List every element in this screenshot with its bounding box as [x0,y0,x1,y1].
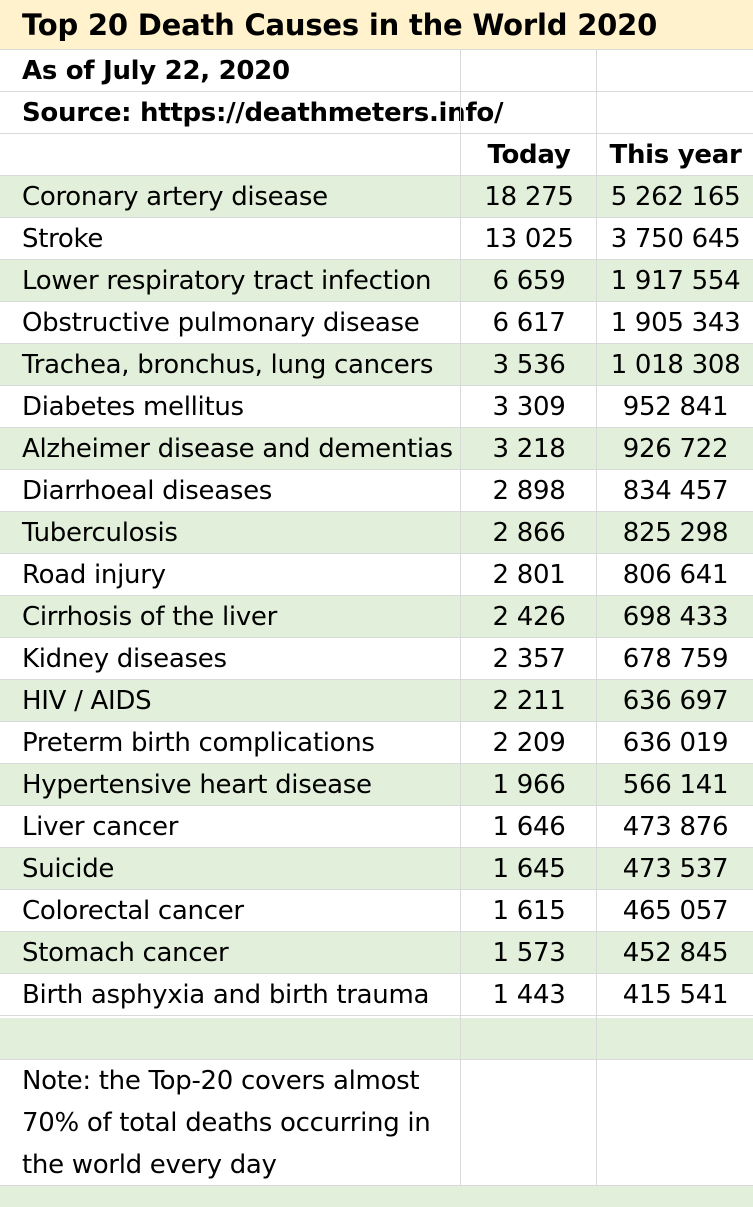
cause-cell: Liver cancer [22,811,179,842]
cause-cell: Stroke [22,223,104,254]
today-cell: 1 615 [492,895,566,926]
column-divider [460,50,461,1186]
today-cell: 2 211 [492,685,566,716]
column-header-today: Today [487,139,571,170]
table-row: Alzheimer disease and dementias 3 218 926 … [0,428,753,470]
cause-cell: Tuberculosis [22,517,178,548]
table-row: Cirrhosis of the liver 2 426 698 433 [0,596,753,638]
table-row: Coronary artery disease 18 275 5 262 165 [0,176,753,218]
cause-cell: Suicide [22,853,115,884]
this-year-cell: 465 057 [622,895,729,926]
table-row: Lower respiratory tract infection 6 659 1 … [0,260,753,302]
today-cell: 13 025 [484,223,574,254]
table-row: Road injury 2 801 806 641 [0,554,753,596]
today-cell: 3 309 [492,391,566,422]
cause-cell: Road injury [22,559,166,590]
table-row: Colorectal cancer 1 615 465 057 [0,890,753,932]
this-year-cell: 473 537 [622,853,729,884]
today-cell: 2 898 [492,475,566,506]
table-row: Stroke 13 025 3 750 645 [0,218,753,260]
table-row: HIV / AIDS 2 211 636 697 [0,680,753,722]
cause-cell: Lower respiratory tract infection [22,265,432,296]
today-cell: 1 645 [492,853,566,884]
cause-cell: Hypertensive heart disease [22,769,372,800]
today-cell: 2 866 [492,517,566,548]
cause-cell: Obstructive pulmonary disease [22,307,420,338]
today-cell: 2 357 [492,643,566,674]
this-year-cell: 636 697 [622,685,729,716]
cause-cell: Colorectal cancer [22,895,244,926]
cause-cell: Kidney diseases [22,643,227,674]
this-year-cell: 825 298 [622,517,729,548]
today-cell: 1 443 [492,979,566,1010]
table-row: Suicide 1 645 473 537 [0,848,753,890]
today-cell: 6 659 [492,265,566,296]
table-row: Trachea, bronchus, lung cancers 3 536 1 01… [0,344,753,386]
this-year-cell: 806 641 [622,559,729,590]
table-row: Obstructive pulmonary disease 6 617 1 905 … [0,302,753,344]
this-year-cell: 952 841 [622,391,729,422]
table-row: Kidney diseases 2 357 678 759 [0,638,753,680]
this-year-cell: 834 457 [622,475,729,506]
this-year-cell: 452 845 [622,937,729,968]
today-cell: 3 536 [492,349,566,380]
cause-cell: Coronary artery disease [22,181,328,212]
column-divider [596,50,597,1186]
today-cell: 1 573 [492,937,566,968]
title-row: Top 20 Death Causes in the World 2020 [0,0,753,50]
bottom-row [0,1186,753,1207]
cause-cell: HIV / AIDS [22,685,152,716]
this-year-cell: 926 722 [622,433,729,464]
table-row: Diarrhoeal diseases 2 898 834 457 [0,470,753,512]
column-header-this-year: This year [609,139,742,170]
this-year-cell: 678 759 [622,643,729,674]
table-row: Tuberculosis 2 866 825 298 [0,512,753,554]
this-year-cell: 566 141 [622,769,729,800]
table-row: Diabetes mellitus 3 309 952 841 [0,386,753,428]
this-year-cell: 1 917 554 [610,265,741,296]
table-row: Hypertensive heart disease 1 966 566 141 [0,764,753,806]
note-text: Note: the Top-20 covers almost 70% of to… [22,1066,431,1180]
today-cell: 2 209 [492,727,566,758]
this-year-cell: 1 018 308 [610,349,741,380]
table-row: Birth asphyxia and birth trauma 1 443 415 … [0,974,753,1016]
cause-cell: Diarrhoeal diseases [22,475,273,506]
cause-cell: Preterm birth complications [22,727,375,758]
page-title: Top 20 Death Causes in the World 2020 [22,7,658,42]
this-year-cell: 415 541 [622,979,729,1010]
this-year-cell: 473 876 [622,811,729,842]
cause-cell: Trachea, bronchus, lung cancers [22,349,434,380]
date-row: As of July 22, 2020 [0,50,753,92]
today-cell: 1 646 [492,811,566,842]
today-cell: 3 218 [492,433,566,464]
cause-cell: Diabetes mellitus [22,391,244,422]
cause-cell: Birth asphyxia and birth trauma [22,979,430,1010]
today-cell: 2 426 [492,601,566,632]
cause-cell: Alzheimer disease and dementias [22,433,453,464]
source-line: Source: https://deathmeters.info/ [22,97,504,128]
source-row: Source: https://deathmeters.info/ [0,92,753,134]
today-cell: 6 617 [492,307,566,338]
blank-row [0,1018,753,1060]
this-year-cell: 698 433 [622,601,729,632]
today-cell: 1 966 [492,769,566,800]
today-cell: 18 275 [484,181,574,212]
today-cell: 2 801 [492,559,566,590]
note-row [0,1060,753,1186]
this-year-cell: 636 019 [622,727,729,758]
table-row: Preterm birth complications 2 209 636 019 [0,722,753,764]
table-row: Stomach cancer 1 573 452 845 [0,932,753,974]
table-row: Liver cancer 1 646 473 876 [0,806,753,848]
this-year-cell: 5 262 165 [610,181,741,212]
cause-cell: Cirrhosis of the liver [22,601,277,632]
header-row: Today This year [0,134,753,176]
this-year-cell: 3 750 645 [610,223,741,254]
cause-cell: Stomach cancer [22,937,229,968]
date-line: As of July 22, 2020 [22,55,290,86]
this-year-cell: 1 905 343 [610,307,741,338]
